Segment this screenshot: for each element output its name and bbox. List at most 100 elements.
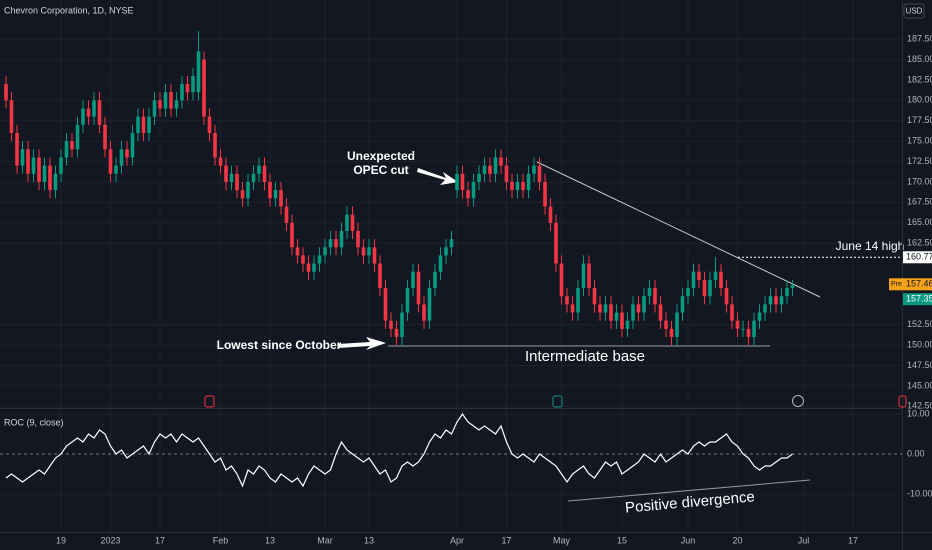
x-tick-label: May <box>553 535 571 545</box>
candle-body <box>554 222 558 264</box>
candle-body <box>444 247 448 256</box>
candle-body <box>647 288 652 297</box>
candle-body <box>471 181 476 199</box>
annotation: Lowest since October <box>217 338 342 352</box>
candle-body <box>191 75 195 93</box>
candle-body <box>229 173 234 182</box>
y-tick-label: 152.50 <box>907 319 932 329</box>
candle-body <box>119 149 124 166</box>
candle-body <box>581 263 586 289</box>
candle-body <box>598 304 602 313</box>
arrow <box>338 337 386 350</box>
candle-body <box>515 181 520 191</box>
candle-body <box>768 296 773 305</box>
candle-body <box>86 108 91 117</box>
x-tick-label: 20 <box>732 535 742 545</box>
y-tick-label: 165.00 <box>907 217 932 227</box>
y-tick-label: 175.00 <box>907 136 932 146</box>
candle-body <box>477 173 481 182</box>
y-tick-label: 0.00 <box>907 448 925 458</box>
annotation: Intermediate base <box>525 348 645 365</box>
y-tick-label: 172.50 <box>907 156 932 166</box>
candle-body <box>543 181 547 207</box>
candle-body <box>625 320 630 329</box>
candle-body <box>383 288 388 321</box>
candle-body <box>576 288 580 313</box>
candle-body <box>713 271 718 280</box>
x-tick-label: Apr <box>450 535 464 545</box>
candle-body <box>400 312 404 338</box>
candle-body <box>130 133 135 158</box>
candle-body <box>570 304 575 313</box>
candle-body <box>499 157 503 166</box>
candle-body <box>202 59 206 117</box>
currency: USD <box>906 7 923 16</box>
y-tick-label: 142.50 <box>907 401 932 411</box>
candle-body <box>207 116 212 134</box>
candle-body <box>636 304 641 313</box>
candle-body <box>521 181 525 191</box>
candle-body <box>565 296 569 305</box>
roc-line <box>5 412 793 488</box>
candle-body <box>196 51 201 93</box>
candle-body <box>411 271 415 289</box>
candle-body <box>295 247 300 256</box>
candle-body <box>20 149 25 166</box>
candle-body <box>763 304 767 313</box>
candle-body <box>323 247 327 256</box>
event-icon <box>204 395 215 408</box>
candle-body <box>691 271 696 289</box>
y-tick-label: 147.50 <box>907 360 932 370</box>
candle-body <box>185 84 190 93</box>
candle-body <box>224 165 228 182</box>
currency-box <box>903 3 925 19</box>
candle-body <box>306 263 311 272</box>
premarket-label: Pre <box>891 281 902 288</box>
candle-body <box>108 149 113 174</box>
candle-body <box>686 288 690 297</box>
candle-body <box>378 263 382 289</box>
level-tag <box>903 251 932 264</box>
premarket-tag <box>889 278 932 291</box>
candle-body <box>114 165 118 174</box>
last-price: 157.35 <box>906 294 932 304</box>
candle-body <box>125 149 129 158</box>
candle-body <box>653 288 657 305</box>
candle-body <box>70 141 74 150</box>
candle-body <box>152 100 157 117</box>
x-tick-label: Jun <box>681 535 696 545</box>
candle-body <box>680 296 685 313</box>
candle-body <box>257 165 261 174</box>
candle-body <box>213 133 217 158</box>
x-tick-label: 17 <box>501 535 511 545</box>
arrow <box>417 168 458 185</box>
chart-title: Chevron Corporation, 1D, NYSE <box>4 5 134 15</box>
candle-body <box>504 165 509 182</box>
x-tick-label: Jul <box>798 535 810 545</box>
candle-body <box>262 165 267 182</box>
candle-body <box>587 263 591 289</box>
candle-body <box>422 304 426 321</box>
y-tick-label: 177.50 <box>907 115 932 125</box>
candle-body <box>752 320 756 338</box>
event-icon <box>552 395 563 408</box>
candle-body <box>147 116 151 134</box>
marks <box>4 31 902 488</box>
candle-body <box>235 173 239 191</box>
candle-body <box>730 304 734 321</box>
candle-body <box>42 165 47 182</box>
candle-body <box>488 165 492 174</box>
candle-body <box>493 157 498 174</box>
candle-body <box>537 165 542 182</box>
candle-body <box>746 328 751 338</box>
candle-body <box>482 165 487 174</box>
y-tick-label: 185.00 <box>907 54 932 64</box>
candle-body <box>136 116 140 134</box>
candle-body <box>405 288 410 313</box>
candle-body <box>279 190 283 207</box>
candle-body <box>97 100 102 125</box>
y-tick-label: 167.50 <box>907 197 932 207</box>
candle-body <box>592 288 597 305</box>
indicator-title: ROC (9, close) <box>4 417 64 427</box>
